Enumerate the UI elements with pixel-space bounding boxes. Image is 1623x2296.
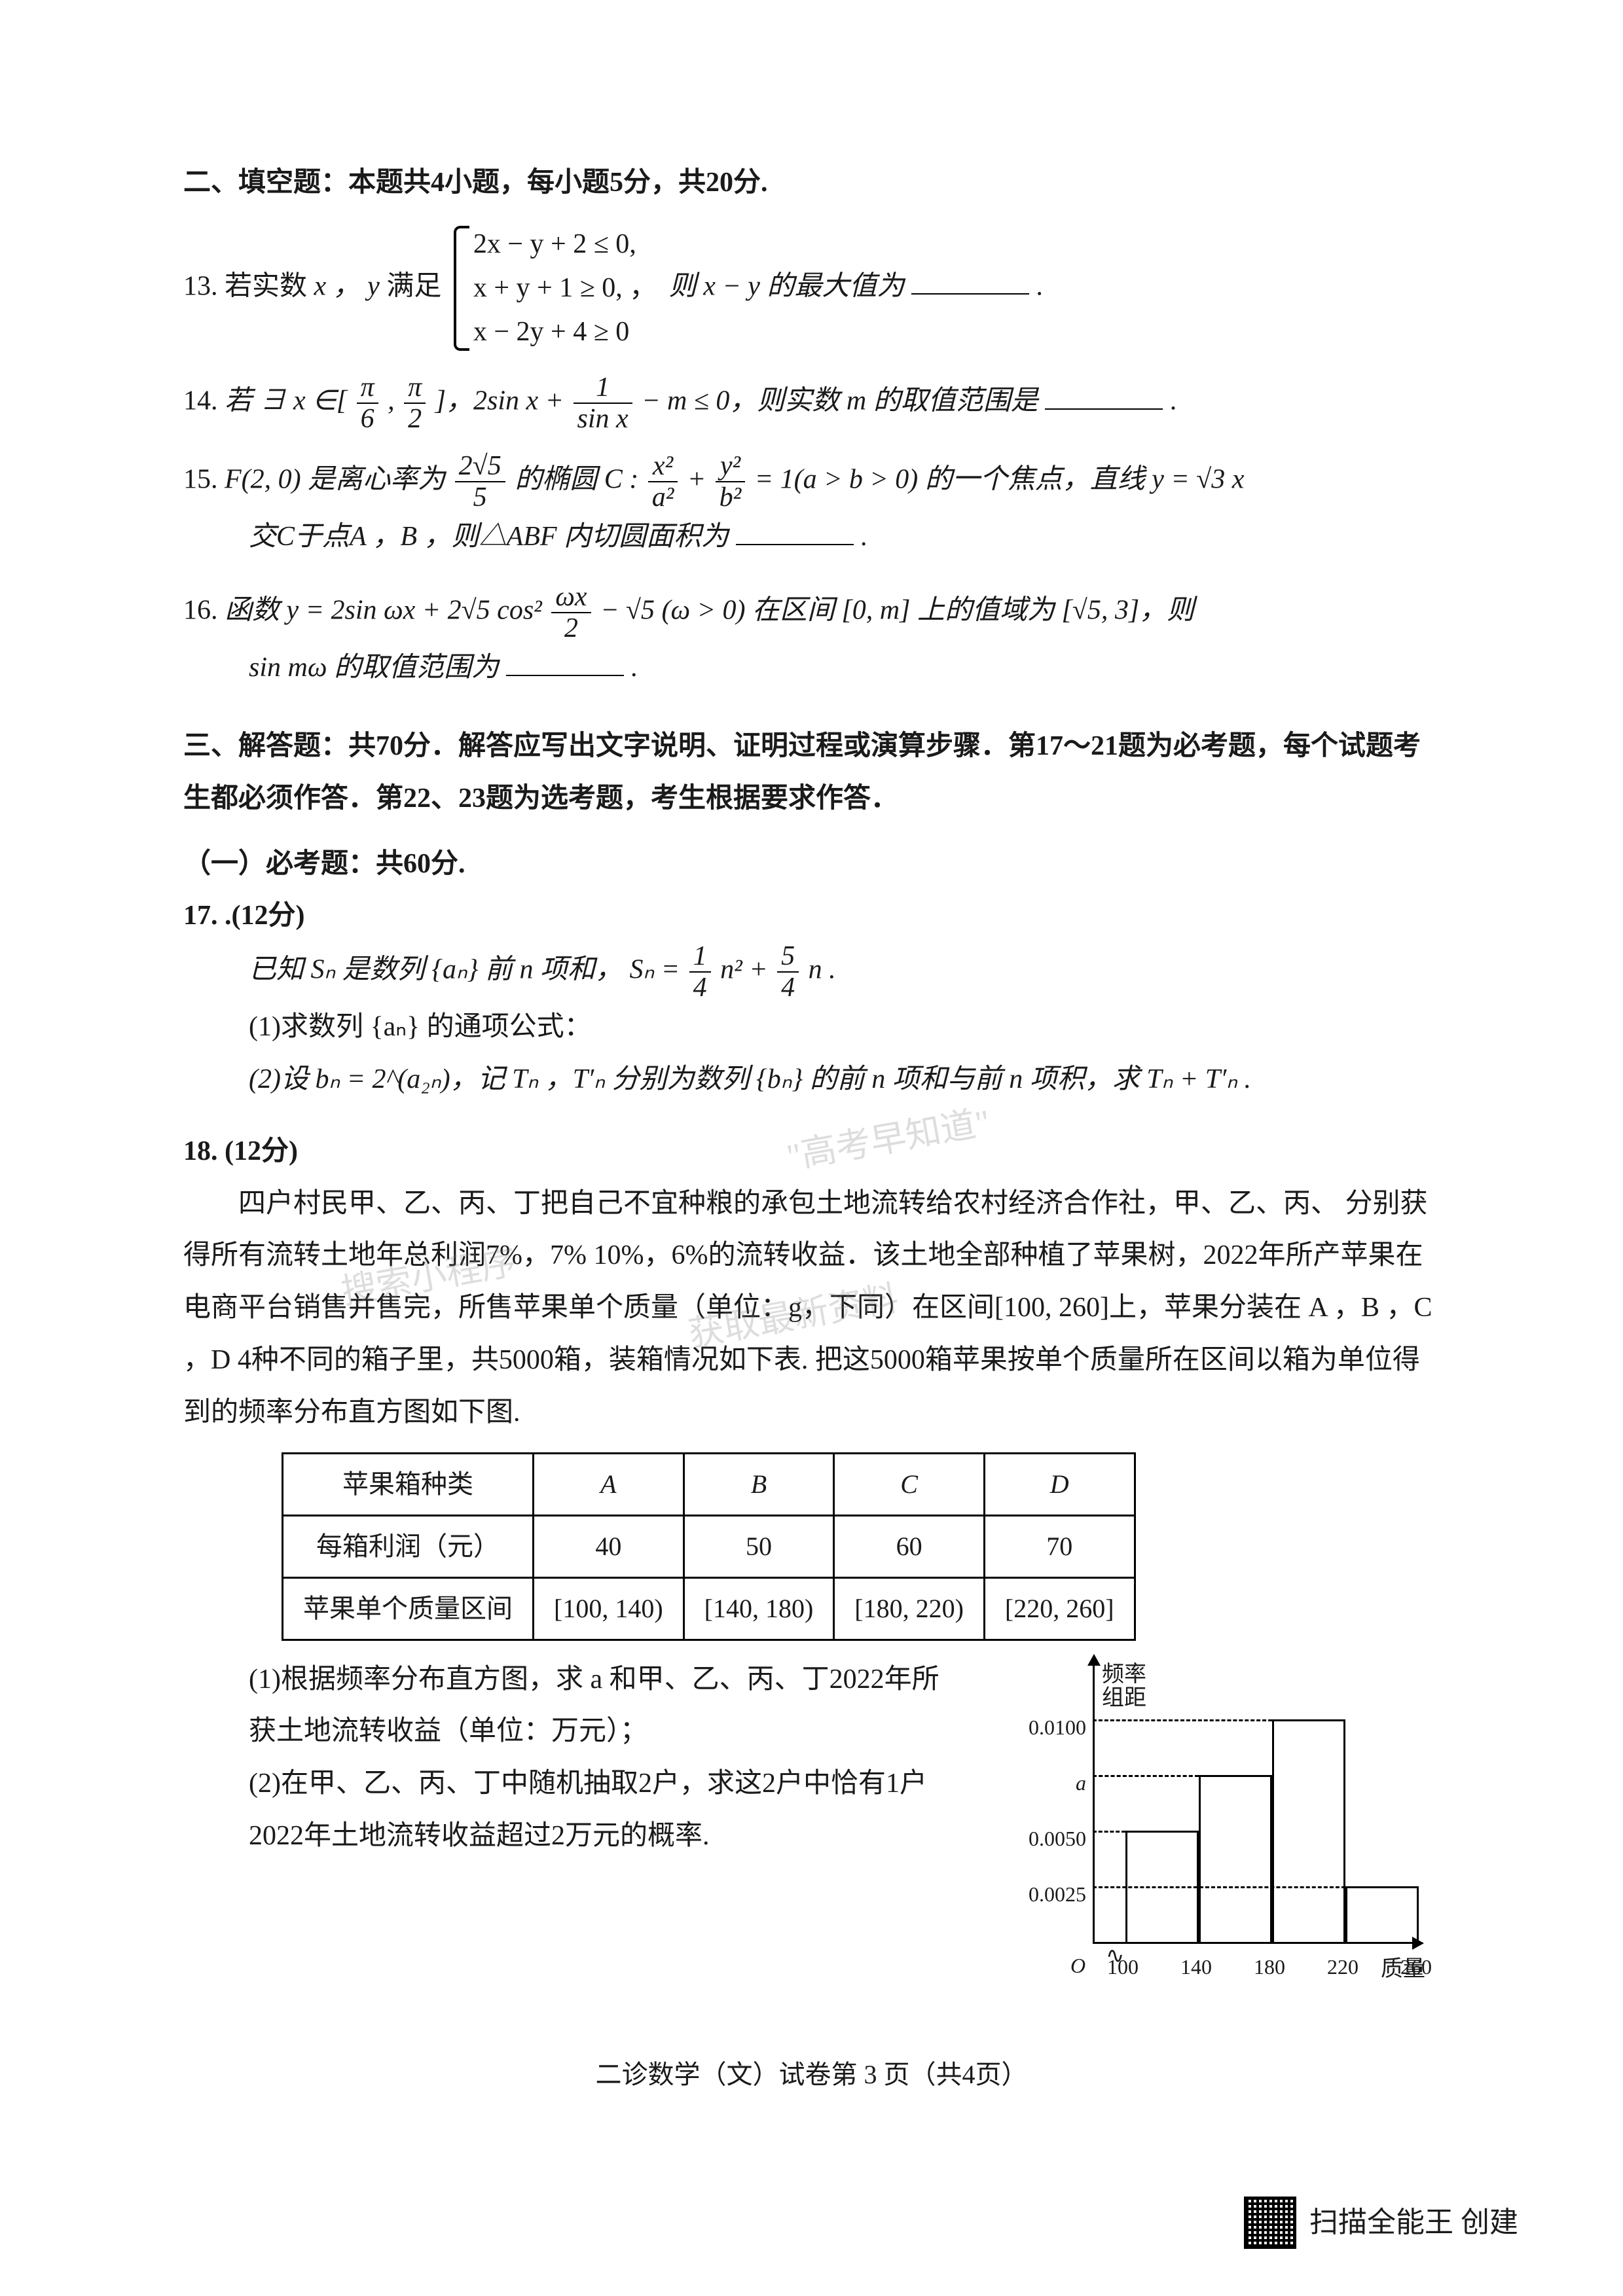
q16-blank: [506, 651, 624, 676]
q17-part2: (2)设 bₙ = 2^(a₂ₙ)，记 Tₙ ，T′ₙ 分别为数列 {bₙ} 的…: [183, 1054, 1440, 1106]
q13-prefix: 若实数: [225, 271, 307, 301]
q15-l1a: F(2, 0) 是离心率为: [225, 465, 445, 495]
q16-num: 16.: [183, 596, 218, 626]
q17-l1b: n .: [809, 955, 836, 985]
q14-mid: ]，2sin x +: [435, 386, 564, 416]
q13-sys-l1: 2x − y + 2 ≤ 0,: [473, 223, 657, 266]
q16-cos-frac: ωx 2: [551, 583, 591, 642]
q14-end: .: [1170, 386, 1177, 416]
q17-f1: 1 4: [689, 942, 711, 1001]
q14-prefix: 若 ∃ x ∈[: [225, 386, 347, 416]
q15-l1b: 的椭圆 C :: [515, 465, 638, 495]
q14-frac-b: π 2: [404, 374, 426, 433]
exam-page: "高考早知道" 搜索小程序 获取最新资料 二、填空题：本题共4小题，每小题5分，…: [0, 0, 1623, 2296]
q14-blank: [1045, 385, 1163, 410]
q15-blank: [736, 521, 854, 546]
section2-header: 二、填空题：本题共4小题，每小题5分，共20分.: [183, 157, 1440, 209]
q13-num: 13.: [183, 271, 218, 301]
q18-part1: (1)根据频率分布直方图，求 a 和甲、乙、丙、丁2022年所获土地流转收益（单…: [183, 1654, 942, 1759]
q14-num: 14.: [183, 386, 218, 416]
q13-end: .: [1036, 271, 1043, 301]
q18-part2: (2)在甲、乙、丙、丁中随机抽取2户，求这2户中恰有1户2022年土地流转收益超…: [183, 1758, 942, 1863]
q15-ellipse-b: y² b²: [716, 452, 746, 511]
table-row: 每箱利润（元） 40 50 60 70: [283, 1515, 1135, 1577]
q17-part1: (1)求数列 {aₙ} 的通项公式：: [183, 1001, 1440, 1054]
q14-frac-main: 1 sin x: [574, 374, 632, 433]
q16-l2: sin mω 的取值范围为: [183, 653, 499, 683]
question-14: 14. 若 ∃ x ∈[ π 6 , π 2 ]，2sin x + 1 sin …: [183, 374, 1440, 433]
scan-badge: 扫描全能王 创建: [1244, 2195, 1518, 2250]
table-row: 苹果单个质量区间 [100, 140) [140, 180) [180, 220…: [283, 1577, 1135, 1640]
q16-end: .: [630, 653, 638, 683]
q13-blank: [911, 270, 1029, 295]
question-17: 17. .(12分) 已知 Sₙ 是数列 {aₙ} 前 n 项和， Sₙ = 1…: [183, 890, 1440, 1105]
q13-satisfy: 满足: [386, 271, 441, 301]
question-13: 13. 若实数 x ， y 满足 2x − y + 2 ≤ 0, x + y +…: [183, 223, 1440, 355]
q18-num: 18. (12分): [183, 1126, 1440, 1178]
q15-l2: 交C于点A ，B ，则△ABF 内切圆面积为: [183, 522, 729, 552]
section3-header: 三、解答题：共70分．解答应写出文字说明、证明过程或演算步骤．第17～21题为必…: [183, 721, 1440, 825]
q18-para1: 四户村民甲、乙、丙、丁把自己不宜种粮的承包土地流转给农村经济合作社，甲、乙、丙、…: [183, 1178, 1440, 1439]
q17-f2: 5 4: [777, 942, 799, 1001]
q13-vars: x ， y: [314, 271, 380, 301]
q15-num: 15.: [183, 465, 218, 495]
q17-num: 17. .(12分): [183, 890, 1440, 942]
question-18: 18. (12分) 四户村民甲、乙、丙、丁把自己不宜种粮的承包土地流转给农村经济…: [183, 1126, 1440, 1994]
q17-l1a: 已知 Sₙ 是数列 {aₙ} 前 n 项和， Sₙ =: [249, 955, 680, 985]
q13-system: 2x − y + 2 ≤ 0, x + y + 1 ≥ 0, ， x − 2y …: [454, 223, 657, 355]
q15-ecc: 2√5 5: [455, 452, 505, 511]
table-header-row: 苹果箱种类 A B C D: [283, 1453, 1135, 1515]
section3-sub1: （一）必考题：共60分.: [183, 838, 1440, 891]
q15-end: .: [860, 522, 867, 552]
q13-suffix: 则 x − y 的最大值为: [669, 271, 905, 301]
question-16: 16. 函数 y = 2sin ωx + 2√5 cos² ωx 2 − √5 …: [183, 583, 1440, 694]
q13-sys-l2: x + y + 1 ≥ 0, ，: [473, 266, 657, 310]
frequency-histogram: ∿频率组距质量O1001401802202600.0100a0.00500.00…: [968, 1654, 1427, 1994]
q15-l1c: = 1(a > b > 0) 的一个焦点，直线 y = √3 x: [755, 465, 1245, 495]
qr-icon: [1244, 2197, 1296, 2249]
q18-table: 苹果箱种类 A B C D 每箱利润（元） 40 50 60 70 苹果单个质量…: [282, 1452, 1136, 1641]
scan-badge-label: 扫描全能王 创建: [1309, 2195, 1518, 2250]
question-15: 15. F(2, 0) 是离心率为 2√5 5 的椭圆 C : x² a² + …: [183, 452, 1440, 564]
q14-tail: − m ≤ 0，则实数 m 的取值范围是: [642, 386, 1038, 416]
q15-ellipse-a: x² a²: [648, 452, 678, 511]
q16-l1a: 函数 y = 2sin ωx + 2√5 cos²: [225, 596, 542, 626]
page-footer: 二诊数学（文）试卷第 3 页（共4页）: [0, 2050, 1623, 2100]
q14-frac-a: π 6: [357, 374, 378, 433]
q13-sys-l3: x − 2y + 4 ≥ 0: [473, 310, 657, 354]
q16-l1b: − √5 (ω > 0) 在区间 [0, m] 上的值域为 [√5, 3]，则: [600, 596, 1194, 626]
